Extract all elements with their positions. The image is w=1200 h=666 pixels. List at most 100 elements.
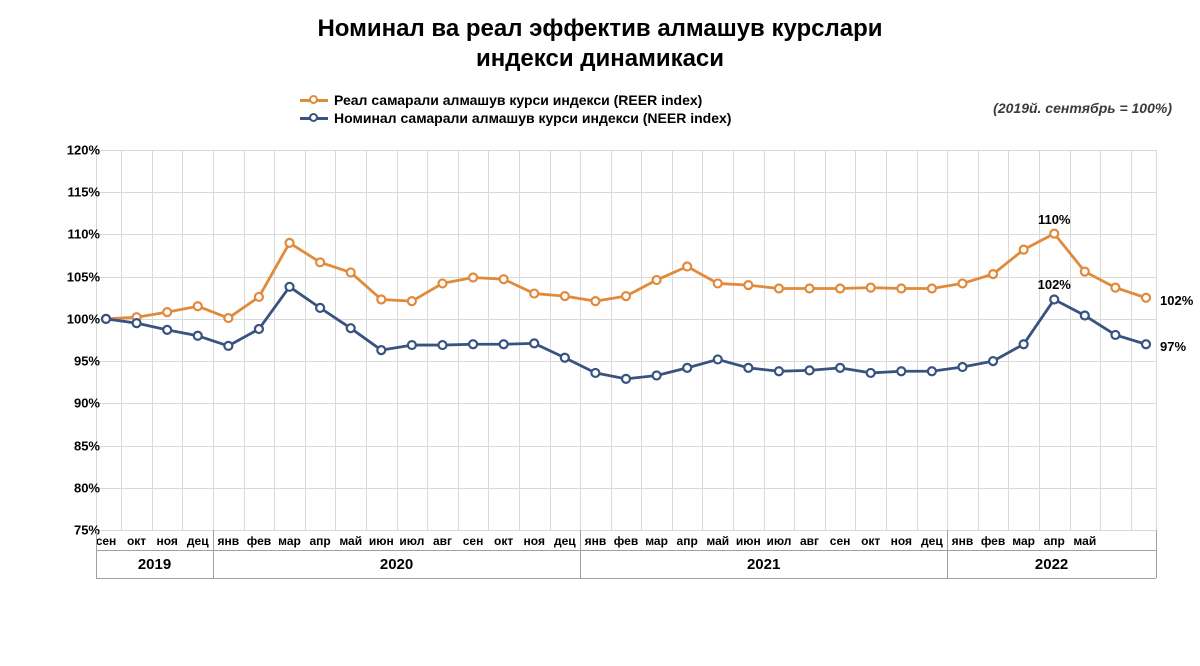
reer-marker [1050, 230, 1058, 238]
reer-marker [347, 268, 355, 276]
neer-marker [714, 355, 722, 363]
reer-marker [561, 292, 569, 300]
baseline-note: (2019й. сентябрь = 100%) [993, 100, 1172, 116]
reer-marker [1020, 246, 1028, 254]
x-axis-line [96, 550, 1156, 551]
x-axis-label: сен [463, 534, 484, 548]
x-axis-label: янв [218, 534, 240, 548]
x-axis-label: ноя [156, 534, 177, 548]
reer-marker [622, 292, 630, 300]
year-separator [1156, 530, 1157, 578]
neer-marker [102, 315, 110, 323]
legend: Реал самарали алмашув курси индекси (REE… [300, 92, 731, 128]
reer-marker [500, 275, 508, 283]
x-axis-label: апр [677, 534, 698, 548]
x-axis-label: май [1073, 534, 1096, 548]
reer-marker [775, 284, 783, 292]
neer-marker [286, 283, 294, 291]
x-axis-label: май [339, 534, 362, 548]
x-axis-label: фев [614, 534, 638, 548]
neer-marker [775, 367, 783, 375]
neer-marker [653, 371, 661, 379]
x-axis-label: янв [952, 534, 974, 548]
reer-marker [469, 274, 477, 282]
neer-marker [163, 326, 171, 334]
x-axis-label: апр [1044, 534, 1065, 548]
neer-marker [408, 341, 416, 349]
neer-marker [194, 332, 202, 340]
title-line-1: Номинал ва реал эффектив алмашув курслар… [317, 15, 882, 42]
y-axis-label: 110% [54, 227, 100, 242]
x-axis-label: сен [830, 534, 851, 548]
y-axis-label: 75% [54, 523, 100, 538]
x-axis-label: фев [981, 534, 1005, 548]
neer-marker [1050, 295, 1058, 303]
neer-marker [1142, 340, 1150, 348]
reer-marker [714, 279, 722, 287]
data-label-neer_peak: 102% [1038, 277, 1071, 292]
neer-marker [469, 340, 477, 348]
neer-marker [500, 340, 508, 348]
legend-label-reer: Реал самарали алмашув курси индекси (REE… [334, 92, 702, 108]
reer-marker [989, 270, 997, 278]
reer-marker [1111, 284, 1119, 292]
year-label: 2021 [580, 552, 947, 576]
reer-marker [255, 293, 263, 301]
y-axis-label: 80% [54, 480, 100, 495]
data-label-reer_end: 102% [1160, 293, 1193, 308]
x-axis-label: мар [278, 534, 301, 548]
y-axis-label: 100% [54, 311, 100, 326]
neer-marker [133, 319, 141, 327]
x-axis-label: янв [585, 534, 607, 548]
neer-marker [744, 364, 752, 372]
data-label-reer_peak: 110% [1038, 212, 1071, 227]
y-axis-label: 85% [54, 438, 100, 453]
x-axis-label: дец [921, 534, 943, 548]
title-line-2: индекси динамикаси [476, 45, 724, 72]
y-axis-label: 115% [54, 185, 100, 200]
data-label-neer_end: 97% [1160, 339, 1186, 354]
reer-marker [867, 284, 875, 292]
reer-marker [530, 290, 538, 298]
legend-item-reer: Реал самарали алмашув курси индекси (REE… [300, 92, 731, 108]
reer-marker [286, 239, 294, 247]
reer-marker [836, 284, 844, 292]
x-axis-label: май [706, 534, 729, 548]
chart-title: Номинал ва реал эффектив алмашув курслар… [0, 0, 1200, 74]
page: Номинал ва реал эффектив алмашув курслар… [0, 0, 1200, 666]
y-axis-label: 120% [54, 143, 100, 158]
x-axis-label: июл [399, 534, 424, 548]
reer-marker [316, 258, 324, 266]
plot-area [96, 150, 1156, 530]
reer-marker [1142, 294, 1150, 302]
x-axis-label: окт [127, 534, 146, 548]
neer-marker [377, 346, 385, 354]
reer-marker [1081, 268, 1089, 276]
x-axis-label: сен [96, 534, 117, 548]
neer-marker [928, 367, 936, 375]
reer-marker [806, 284, 814, 292]
x-axis-label: дец [554, 534, 576, 548]
neer-marker [867, 369, 875, 377]
neer-marker [224, 342, 232, 350]
reer-marker [194, 302, 202, 310]
x-axis-label: мар [1012, 534, 1035, 548]
reer-marker [653, 276, 661, 284]
x-axis-label: окт [494, 534, 513, 548]
x-axis-label: апр [309, 534, 330, 548]
reer-marker [591, 297, 599, 305]
reer-marker [958, 279, 966, 287]
neer-marker [836, 364, 844, 372]
neer-marker [561, 354, 569, 362]
chart: 75%80%85%90%95%100%105%110%115%120%сенок… [40, 140, 1170, 640]
grid-line [96, 530, 1156, 531]
neer-marker [806, 366, 814, 374]
series-svg [96, 150, 1156, 530]
neer-marker [530, 339, 538, 347]
legend-label-neer: Номинал самарали алмашув курси индекси (… [334, 110, 731, 126]
reer-marker [163, 308, 171, 316]
x-axis-label: авг [433, 534, 452, 548]
x-axis-label: фев [247, 534, 271, 548]
x-axis-label: дец [187, 534, 209, 548]
neer-marker [591, 369, 599, 377]
